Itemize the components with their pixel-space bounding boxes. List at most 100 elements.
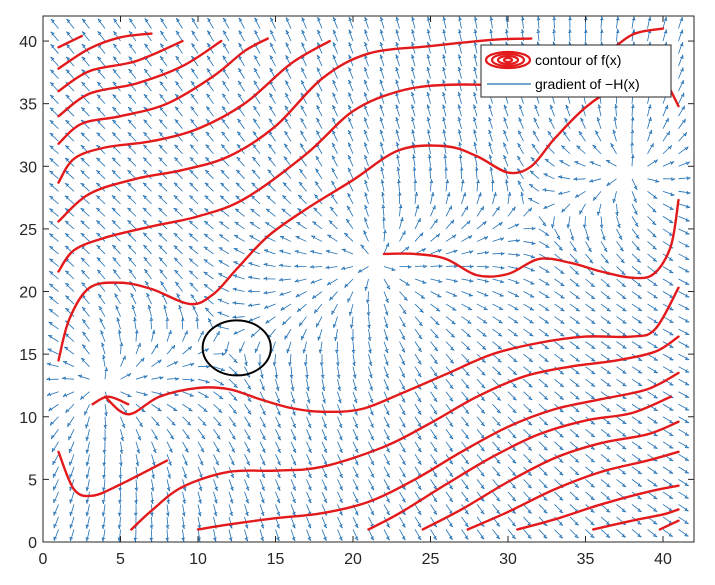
gradient-arrow	[366, 279, 369, 291]
gradient-arrow	[255, 342, 260, 353]
gradient-arrow	[245, 417, 251, 427]
gradient-arrow	[663, 429, 673, 435]
gradient-arrow	[50, 417, 58, 426]
gradient-arrow-head	[296, 236, 299, 239]
gradient-arrow	[334, 317, 338, 328]
gradient-arrow-head	[293, 474, 296, 477]
gradient-arrow	[663, 105, 668, 116]
gradient-arrow	[218, 299, 229, 304]
gradient-arrow	[159, 245, 167, 254]
gradient-arrow	[314, 304, 322, 313]
gradient-arrow	[648, 160, 658, 167]
gradient-arrow	[49, 221, 58, 229]
gradient-arrow	[601, 292, 610, 299]
gradient-arrow-head	[263, 436, 266, 439]
gradient-arrow	[280, 236, 291, 241]
gradient-arrow	[136, 358, 144, 367]
gradient-arrow	[112, 208, 121, 216]
gradient-arrow	[462, 192, 466, 203]
gradient-arrow	[104, 454, 105, 466]
gradient-arrow	[632, 479, 642, 486]
gradient-arrow	[632, 304, 642, 311]
gradient-arrow-head	[503, 155, 506, 158]
gradient-arrow	[679, 442, 689, 448]
gradient-arrow	[103, 504, 105, 516]
gradient-arrow	[160, 281, 167, 291]
gradient-arrow	[99, 306, 105, 316]
gradient-arrow	[400, 217, 403, 229]
gradient-arrow-head	[277, 500, 280, 503]
gradient-arrow	[586, 379, 596, 386]
gradient-arrow-head	[301, 80, 304, 83]
gradient-arrow	[539, 329, 549, 336]
gradient-arrow	[66, 404, 74, 413]
gradient-arrow-head	[386, 349, 389, 352]
gradient-arrow	[601, 379, 611, 386]
gradient-arrow-head	[342, 249, 345, 252]
gradient-arrow	[570, 354, 580, 361]
gradient-arrow	[539, 379, 548, 387]
gradient-arrow-head	[219, 261, 222, 264]
gradient-arrow	[648, 317, 658, 323]
gradient-arrow-head	[48, 349, 51, 352]
gradient-arrow-head	[402, 374, 405, 377]
gradient-arrow	[462, 292, 473, 296]
gradient-arrow	[384, 266, 395, 270]
gradient-arrow	[352, 317, 353, 329]
gradient-arrow-head	[170, 449, 173, 452]
gradient-arrow	[384, 243, 388, 254]
gradient-arrow	[345, 279, 353, 288]
gradient-arrow	[415, 266, 427, 267]
gradient-arrow	[152, 330, 155, 342]
gradient-arrow-head	[100, 330, 103, 333]
gradient-arrow	[250, 222, 260, 229]
gradient-arrow	[121, 356, 126, 367]
gradient-arrow	[81, 158, 90, 166]
gradient-arrow	[606, 160, 616, 166]
gradient-arrow	[679, 517, 689, 524]
gradient-arrow-head	[185, 331, 188, 334]
gradient-arrow-head	[340, 524, 343, 527]
gradient-arrow	[214, 379, 225, 385]
gradient-arrow-head	[438, 249, 441, 252]
gradient-arrow-head	[324, 474, 327, 477]
gradient-arrow	[285, 329, 291, 339]
gradient-arrow-head	[402, 361, 405, 364]
gradient-arrow-head	[146, 293, 149, 296]
gradient-arrow-head	[218, 312, 221, 315]
gradient-arrow-head	[231, 487, 234, 490]
gradient-arrow	[158, 208, 167, 216]
gradient-arrow	[431, 179, 432, 191]
gradient-arrow	[462, 317, 472, 324]
gradient-arrow-head	[364, 180, 367, 183]
gradient-arrow-head	[670, 161, 673, 164]
gradient-arrow-head	[686, 162, 689, 165]
gradient-arrow	[648, 143, 654, 154]
gradient-arrow-head	[286, 18, 289, 21]
gradient-arrow	[663, 145, 672, 153]
gradient-arrow	[81, 358, 89, 367]
gradient-arrow-head	[285, 81, 288, 84]
gradient-arrow	[462, 206, 468, 216]
gradient-arrow-head	[270, 56, 273, 59]
gradient-arrow	[49, 322, 59, 329]
gradient-arrow-head	[364, 143, 367, 146]
gradient-arrow	[431, 429, 438, 439]
gradient-arrow	[50, 82, 58, 91]
gradient-arrow-head	[385, 337, 388, 340]
gradient-arrow-head	[597, 117, 600, 120]
gradient-arrow	[279, 266, 291, 267]
gradient-arrow	[415, 304, 424, 312]
y-tick-label: 35	[19, 97, 37, 114]
gradient-arrow	[65, 271, 74, 279]
gradient-arrow	[275, 354, 276, 366]
gradient-arrow-head	[348, 168, 351, 171]
gradient-arrow	[87, 492, 90, 504]
gradient-arrow	[477, 206, 484, 216]
gradient-arrow	[539, 241, 549, 247]
gradient-arrow	[52, 442, 58, 452]
gradient-arrow	[524, 241, 536, 243]
gradient-arrow	[679, 292, 690, 297]
gradient-arrow	[586, 329, 596, 336]
gradient-arrow	[50, 133, 59, 141]
